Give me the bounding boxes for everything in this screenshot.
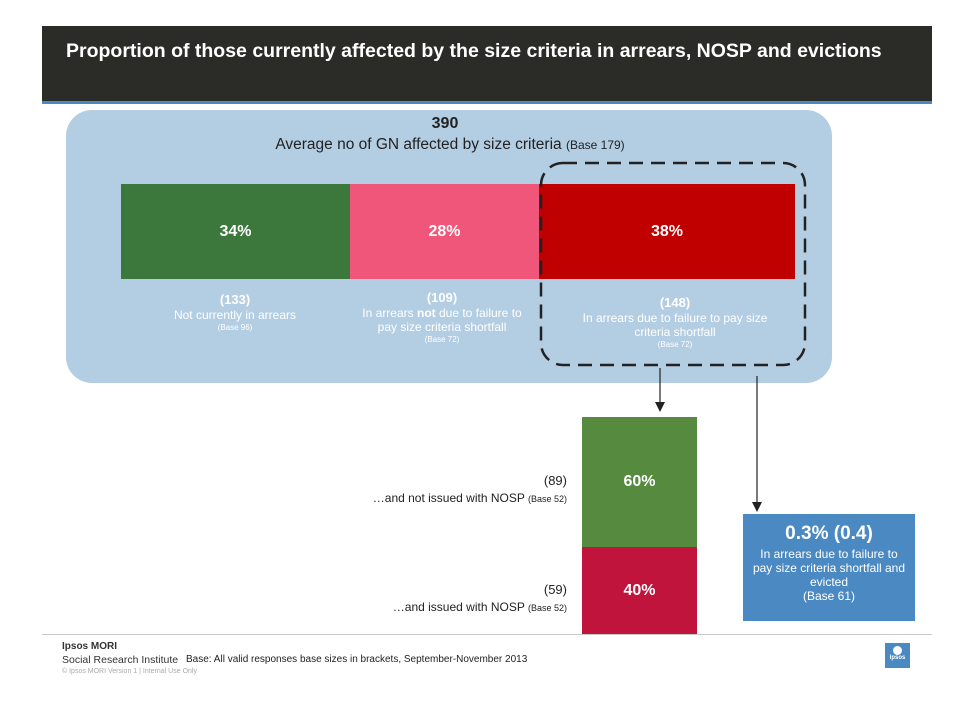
base-arrears-not-due: (Base 72) — [424, 335, 460, 344]
desc-arrears-not-due: In arrears not due to failure to pay siz… — [362, 306, 522, 334]
desc-not-issued-nosp: …and not issued with NOSP — [372, 491, 525, 505]
base-note: Base: All valid responses base sizes in … — [186, 654, 528, 665]
segment-not-issued-nosp: 60% — [582, 417, 697, 547]
label-issued-nosp: (59) …and issued with NOSP (Base 52) — [300, 581, 567, 616]
base-not-in-arrears: (Base 96) — [217, 323, 253, 332]
desc-arrears-due: In arrears due to failure to pay size cr… — [582, 311, 768, 339]
label-not-in-arrears: (133) Not currently in arrears (Base 96) — [150, 292, 320, 333]
label-not-issued-nosp: (89) …and not issued with NOSP (Base 52) — [300, 472, 567, 507]
highlight-dashed-box — [539, 161, 807, 367]
base-issued-nosp: (Base 52) — [527, 603, 567, 613]
copyright-note: © Ipsos MORI Version 1 | Internal Use On… — [62, 668, 197, 675]
segment-issued-nosp: 40% — [582, 547, 697, 634]
count-not-issued-nosp: (89) — [543, 473, 567, 488]
desc-issued-nosp-line: …and issued with NOSP (Base 52) — [300, 599, 567, 616]
segment-arrears-due-value: 38% — [650, 222, 684, 240]
count-issued-nosp: (59) — [543, 582, 567, 597]
brand-subtitle: Social Research Institute — [62, 654, 179, 666]
average-label-line: Average no of GN affected by size criter… — [200, 136, 700, 154]
brand-name: Ipsos MORI — [62, 641, 118, 652]
desc-arrears-not-due-post: due to failure to pay size criteria shor… — [377, 306, 522, 334]
segment-arrears-not-due-value: 28% — [428, 222, 461, 240]
evicted-base: (Base 61) — [802, 589, 856, 603]
evicted-outcome-box: 0.3% (0.4) In arrears due to failure to … — [743, 514, 915, 621]
segment-not-in-arrears: 34% — [121, 184, 350, 279]
ipsos-logo-mark — [893, 646, 902, 655]
title-bar: Proportion of those currently affected b… — [42, 26, 932, 104]
segment-not-issued-nosp-value: 60% — [623, 473, 656, 490]
segment-arrears-due: 38% — [539, 184, 795, 279]
average-label: Average no of GN affected by size criter… — [275, 136, 562, 153]
desc-not-issued-nosp-line: …and not issued with NOSP (Base 52) — [300, 490, 567, 507]
arrow-to-evicted-head — [752, 502, 762, 512]
ipsos-logo-text: Ipsos — [889, 655, 906, 661]
label-arrears-not-due: (109) In arrears not due to failure to p… — [362, 290, 522, 345]
base-not-issued-nosp: (Base 52) — [527, 494, 567, 504]
desc-issued-nosp: …and issued with NOSP — [392, 600, 525, 614]
segment-issued-nosp-value: 40% — [623, 581, 656, 599]
segment-not-in-arrears-value: 34% — [219, 222, 252, 240]
base-arrears-due: (Base 72) — [657, 340, 693, 349]
count-arrears-not-due: (109) — [426, 290, 458, 305]
average-base: (Base 179) — [565, 138, 625, 152]
ipsos-logo: Ipsos — [885, 643, 910, 668]
segment-arrears-not-due: 28% — [350, 184, 539, 279]
desc-arrears-not-due-bold: not — [416, 306, 436, 320]
count-not-in-arrears: (133) — [219, 292, 251, 307]
evicted-value: 0.3% (0.4) — [785, 523, 873, 544]
desc-arrears-not-due-pre: In arrears — [362, 306, 417, 320]
footer-divider — [42, 634, 932, 635]
arrow-to-nosp-head — [655, 402, 665, 412]
evicted-description: In arrears due to failure to pay size cr… — [752, 547, 906, 589]
page-title: Proportion of those currently affected b… — [66, 40, 882, 62]
count-arrears-due: (148) — [659, 295, 691, 310]
desc-not-in-arrears: Not currently in arrears — [173, 308, 297, 322]
average-value: 390 — [431, 115, 459, 132]
label-arrears-due: (148) In arrears due to failure to pay s… — [580, 295, 770, 350]
